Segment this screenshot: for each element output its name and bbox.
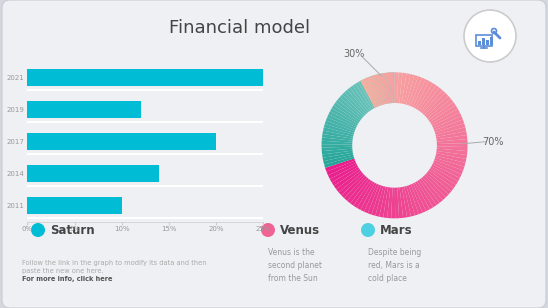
Wedge shape [322,141,352,145]
Wedge shape [345,90,367,115]
Wedge shape [404,186,415,217]
Wedge shape [415,181,433,209]
Wedge shape [426,172,451,194]
Wedge shape [362,79,377,107]
Circle shape [31,223,45,237]
Wedge shape [377,74,385,104]
Wedge shape [433,116,463,130]
Wedge shape [429,102,455,122]
Wedge shape [432,162,461,178]
Wedge shape [328,111,357,127]
Wedge shape [350,179,371,206]
Wedge shape [364,184,379,213]
Wedge shape [323,155,353,164]
Wedge shape [379,187,388,217]
Wedge shape [373,75,383,105]
Wedge shape [364,77,379,107]
Bar [27,133,216,151]
Wedge shape [360,80,375,108]
Wedge shape [436,135,467,142]
Text: Venus is the
second planet
from the Sun: Venus is the second planet from the Sun [268,248,322,283]
Bar [27,101,140,119]
Wedge shape [429,168,456,188]
Wedge shape [393,72,395,103]
Wedge shape [361,183,377,212]
Wedge shape [426,96,451,118]
Wedge shape [387,72,391,103]
Wedge shape [436,131,467,139]
Wedge shape [421,177,443,203]
Wedge shape [358,80,375,108]
Wedge shape [399,187,407,218]
Bar [27,69,263,87]
Wedge shape [387,72,392,103]
Wedge shape [380,73,387,104]
Wedge shape [431,109,460,126]
Wedge shape [381,73,389,104]
Wedge shape [409,184,423,214]
Wedge shape [324,124,354,135]
Wedge shape [430,105,458,124]
Wedge shape [375,75,384,104]
Wedge shape [383,187,390,218]
Wedge shape [340,95,364,117]
Wedge shape [322,137,352,143]
Wedge shape [339,172,364,195]
Bar [490,37,493,45]
Wedge shape [419,85,439,112]
Wedge shape [424,174,449,197]
Wedge shape [341,174,366,198]
Wedge shape [322,144,352,148]
Wedge shape [417,180,437,207]
Wedge shape [336,171,362,192]
Wedge shape [368,76,381,106]
Wedge shape [433,160,463,174]
Wedge shape [353,180,373,208]
Wedge shape [406,75,418,105]
Wedge shape [327,160,356,175]
Wedge shape [407,185,419,215]
Wedge shape [352,84,372,111]
Wedge shape [362,79,376,107]
Wedge shape [382,73,389,103]
Wedge shape [436,153,466,163]
Wedge shape [335,100,362,120]
Wedge shape [397,187,403,218]
Wedge shape [431,164,460,181]
Text: 70%: 70% [482,137,504,147]
Wedge shape [338,97,363,119]
Text: Venus: Venus [280,224,320,237]
Wedge shape [350,86,370,112]
Wedge shape [367,77,379,106]
Wedge shape [325,121,355,133]
Wedge shape [391,188,395,218]
Text: Despite being
red, Mars is a
cold place: Despite being red, Mars is a cold place [368,248,421,283]
Wedge shape [357,182,375,210]
Wedge shape [395,72,398,103]
Circle shape [464,10,516,62]
Wedge shape [402,73,410,104]
Wedge shape [415,81,433,109]
Wedge shape [374,74,385,105]
Wedge shape [372,75,383,105]
Bar [27,197,122,214]
Wedge shape [323,127,353,137]
Wedge shape [413,79,429,108]
Wedge shape [437,143,467,147]
Wedge shape [397,72,403,103]
Bar [482,38,484,45]
Circle shape [361,223,375,237]
Wedge shape [391,72,393,103]
Wedge shape [436,151,467,159]
Wedge shape [342,92,366,116]
Wedge shape [378,74,387,104]
Wedge shape [322,131,353,139]
Wedge shape [326,117,356,131]
Wedge shape [379,74,386,104]
Wedge shape [332,167,359,186]
Wedge shape [327,114,356,129]
Wedge shape [434,120,464,132]
Wedge shape [436,127,466,137]
Wedge shape [334,103,360,122]
